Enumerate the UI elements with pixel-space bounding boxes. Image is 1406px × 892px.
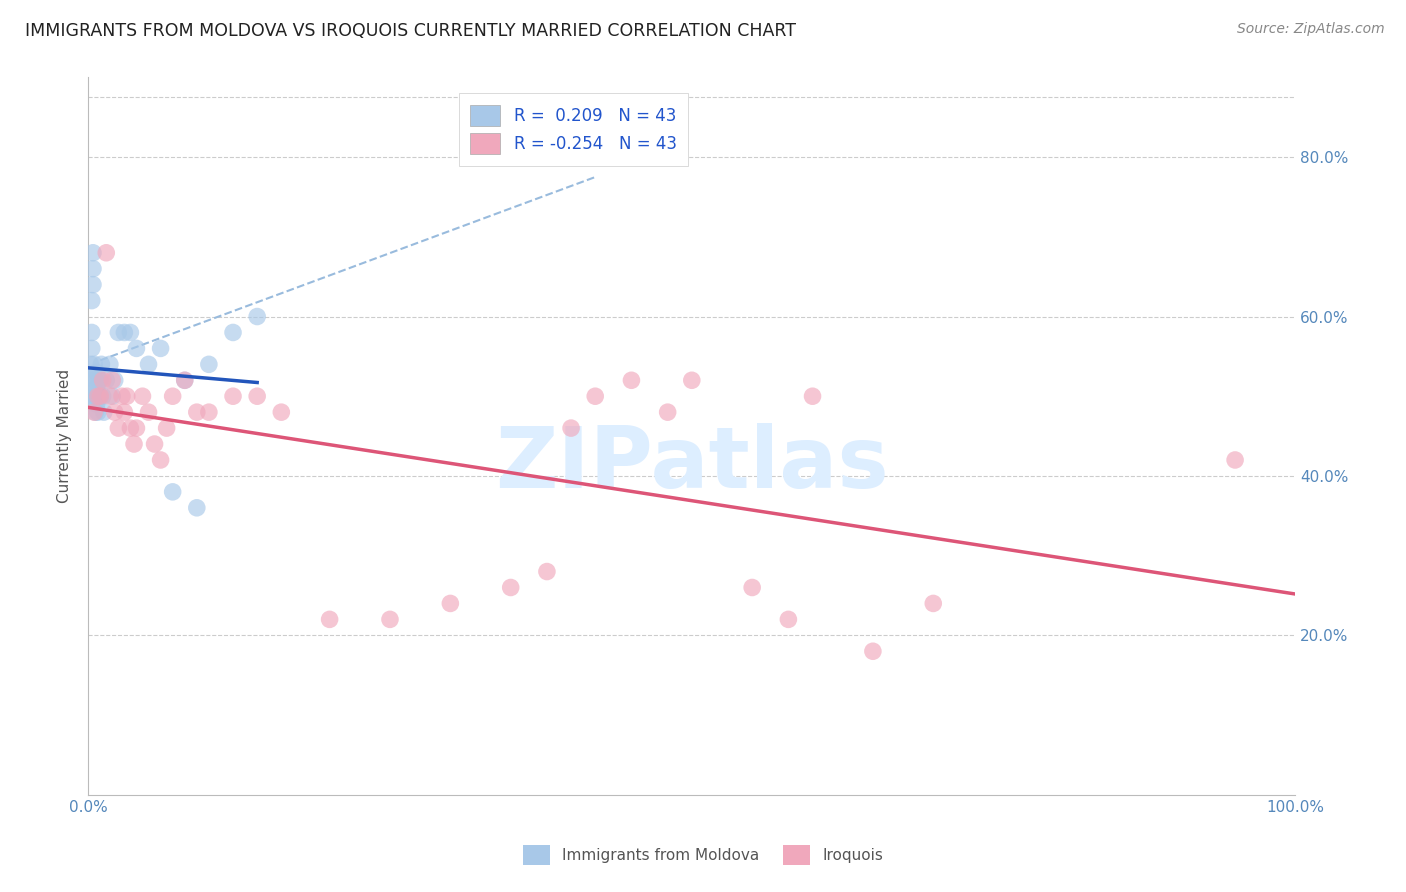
Point	[91, 373, 114, 387]
Point	[246, 310, 269, 324]
Point	[862, 644, 884, 658]
Point	[131, 389, 153, 403]
Point	[80, 326, 103, 340]
Point	[86, 397, 108, 411]
Point	[270, 405, 292, 419]
Text: ZIPatlas: ZIPatlas	[495, 424, 889, 507]
Legend: Immigrants from Moldova, Iroquois: Immigrants from Moldova, Iroquois	[516, 839, 890, 871]
Point	[84, 373, 107, 387]
Point	[98, 357, 121, 371]
Point	[79, 373, 101, 387]
Text: IMMIGRANTS FROM MOLDOVA VS IROQUOIS CURRENTLY MARRIED CORRELATION CHART: IMMIGRANTS FROM MOLDOVA VS IROQUOIS CURR…	[25, 22, 796, 40]
Point	[173, 373, 195, 387]
Point	[101, 373, 124, 387]
Point	[82, 261, 104, 276]
Point	[120, 421, 142, 435]
Point	[741, 581, 763, 595]
Point	[86, 381, 108, 395]
Point	[107, 326, 129, 340]
Point	[922, 596, 945, 610]
Y-axis label: Currently Married: Currently Married	[58, 369, 72, 503]
Point	[657, 405, 679, 419]
Point	[83, 389, 105, 403]
Point	[84, 405, 107, 419]
Point	[96, 373, 118, 387]
Point	[82, 245, 104, 260]
Point	[104, 373, 127, 387]
Point	[156, 421, 179, 435]
Point	[560, 421, 582, 435]
Point	[101, 389, 124, 403]
Point	[149, 342, 172, 356]
Point	[91, 389, 114, 403]
Point	[198, 357, 221, 371]
Point	[186, 500, 208, 515]
Point	[83, 405, 105, 419]
Point	[125, 421, 148, 435]
Text: Source: ZipAtlas.com: Source: ZipAtlas.com	[1237, 22, 1385, 37]
Point	[83, 357, 105, 371]
Point	[125, 342, 148, 356]
Point	[98, 389, 121, 403]
Point	[96, 245, 118, 260]
Point	[89, 389, 111, 403]
Point	[87, 389, 110, 403]
Point	[162, 389, 184, 403]
Point	[86, 365, 108, 379]
Point	[186, 405, 208, 419]
Point	[222, 389, 245, 403]
Point	[778, 612, 800, 626]
Point	[499, 581, 522, 595]
Point	[536, 565, 558, 579]
Point	[90, 357, 112, 371]
Point	[107, 421, 129, 435]
Point	[173, 373, 195, 387]
Point	[120, 326, 142, 340]
Point	[122, 437, 145, 451]
Point	[198, 405, 221, 419]
Point	[79, 389, 101, 403]
Point	[93, 405, 115, 419]
Point	[620, 373, 643, 387]
Point	[222, 326, 245, 340]
Point	[104, 405, 127, 419]
Point	[83, 373, 105, 387]
Point	[378, 612, 401, 626]
Point	[801, 389, 824, 403]
Point	[79, 357, 101, 371]
Point	[87, 373, 110, 387]
Point	[162, 484, 184, 499]
Point	[681, 373, 703, 387]
Legend: R =  0.209   N = 43, R = -0.254   N = 43: R = 0.209 N = 43, R = -0.254 N = 43	[458, 93, 689, 166]
Point	[87, 389, 110, 403]
Point	[115, 389, 138, 403]
Point	[87, 405, 110, 419]
Point	[82, 277, 104, 292]
Point	[246, 389, 269, 403]
Point	[138, 357, 160, 371]
Point	[149, 453, 172, 467]
Point	[1223, 453, 1246, 467]
Point	[80, 293, 103, 308]
Point	[138, 405, 160, 419]
Point	[89, 373, 111, 387]
Point	[439, 596, 461, 610]
Point	[583, 389, 606, 403]
Point	[89, 389, 111, 403]
Point	[111, 389, 134, 403]
Point	[112, 326, 135, 340]
Point	[112, 405, 135, 419]
Point	[87, 389, 110, 403]
Point	[80, 342, 103, 356]
Point	[318, 612, 340, 626]
Point	[84, 389, 107, 403]
Point	[143, 437, 166, 451]
